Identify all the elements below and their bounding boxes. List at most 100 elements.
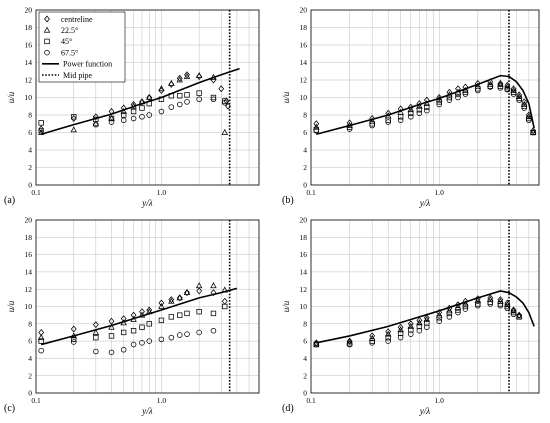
data-point	[455, 94, 461, 101]
y-tick-label: 10	[300, 93, 308, 102]
data-point	[168, 314, 175, 320]
data-point	[416, 110, 423, 117]
panel-label: (a)	[4, 195, 15, 206]
data-point	[184, 310, 190, 317]
data-point	[416, 323, 423, 330]
data-point	[510, 91, 517, 97]
data-point	[416, 100, 423, 108]
data-point	[475, 86, 481, 92]
data-point	[196, 309, 202, 315]
data-point	[497, 302, 504, 309]
panel-label: (d)	[282, 403, 294, 414]
data-point	[196, 329, 202, 336]
data-point	[436, 101, 442, 108]
data-point	[168, 297, 175, 304]
data-point	[210, 327, 217, 334]
data-point	[416, 327, 423, 334]
data-point	[130, 115, 137, 122]
data-point	[526, 115, 532, 122]
data-point	[221, 128, 228, 135]
data-point	[92, 113, 99, 121]
y-tick-label: 12	[25, 285, 33, 294]
series-5	[316, 290, 535, 344]
data-point	[521, 98, 528, 106]
data-point	[462, 303, 469, 310]
data-point	[176, 332, 183, 338]
y-tick-label: 4	[303, 354, 307, 363]
data-point	[462, 306, 469, 312]
data-point	[120, 329, 127, 336]
legend-entry: Power function	[63, 60, 112, 69]
legend-box	[38, 11, 126, 83]
series-1	[313, 294, 523, 347]
y-tick-label: 8	[303, 111, 307, 120]
series-5	[40, 287, 238, 346]
data-point	[176, 74, 183, 82]
data-point	[497, 296, 504, 304]
data-point	[446, 307, 453, 314]
data-point	[168, 296, 175, 304]
data-point	[385, 328, 392, 336]
data-point	[407, 322, 415, 329]
data-point	[92, 120, 100, 127]
data-point	[436, 318, 442, 324]
data-point	[176, 294, 183, 301]
series-4	[313, 301, 517, 348]
data-point	[446, 310, 453, 317]
data-point	[454, 303, 462, 310]
y-tick-label: 18	[300, 23, 308, 32]
data-point	[222, 98, 228, 104]
data-point	[397, 323, 404, 331]
data-point	[369, 121, 375, 127]
data-point	[416, 107, 423, 113]
series-power-function	[40, 67, 240, 136]
y-tick-label: 0	[303, 181, 307, 190]
y-tick-label: 20	[300, 6, 308, 15]
power-function-line	[40, 287, 238, 346]
data-point	[408, 331, 414, 337]
x-axis-label: y/λ	[141, 198, 152, 208]
power-function-line	[316, 290, 535, 344]
y-axis-label: u/u	[281, 91, 291, 103]
x-axis-label: y/λ	[141, 406, 152, 416]
y-tick-label: 20	[25, 216, 33, 225]
data-point	[37, 334, 45, 341]
data-point	[313, 127, 320, 134]
legend-entry: 45°	[61, 37, 72, 46]
y-tick-label: 2	[28, 163, 32, 172]
legend-marker	[43, 26, 51, 33]
y-tick-label: 10	[300, 302, 308, 311]
data-point	[222, 303, 228, 310]
y-tick-label: 6	[28, 128, 32, 137]
y-tick-label: 20	[25, 6, 33, 15]
data-point	[515, 312, 523, 319]
data-point	[521, 105, 527, 111]
data-point	[37, 128, 45, 135]
plot-frame	[310, 9, 540, 186]
data-point	[38, 125, 45, 133]
data-point	[408, 110, 414, 116]
series-67-5-	[38, 96, 228, 134]
data-point	[184, 289, 190, 297]
x-tick-label: 0.1	[31, 396, 41, 405]
data-point	[225, 102, 231, 110]
data-point	[487, 301, 494, 307]
y-axis-label: u/u	[281, 300, 291, 312]
data-point	[516, 97, 522, 103]
plot-frame	[35, 9, 260, 186]
data-point	[184, 71, 190, 79]
y-tick-label: 16	[300, 41, 308, 50]
data-point	[139, 105, 145, 111]
data-point	[158, 299, 165, 307]
data-point	[408, 327, 414, 333]
data-point	[424, 320, 430, 326]
data-point	[407, 106, 415, 113]
data-point	[346, 126, 353, 132]
y-tick-label: 20	[300, 216, 308, 225]
power-function-line	[40, 67, 240, 136]
data-point	[397, 117, 404, 124]
data-point	[71, 114, 77, 120]
data-point	[497, 83, 504, 89]
data-point	[184, 99, 190, 105]
data-point	[177, 312, 183, 318]
